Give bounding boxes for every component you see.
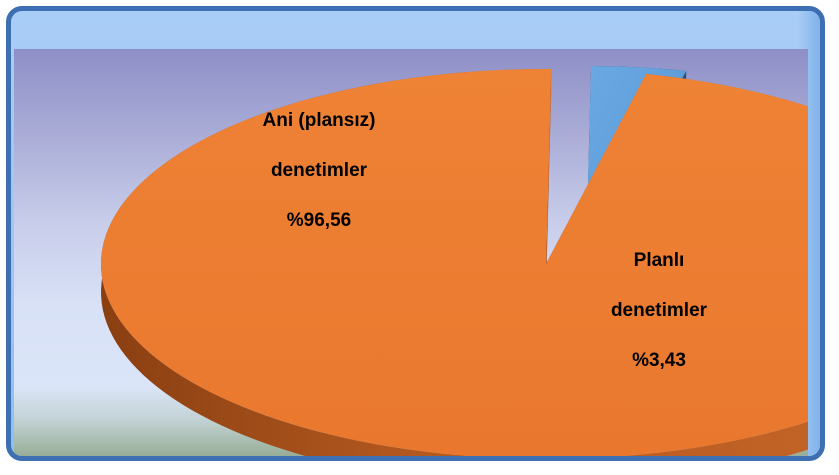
chart-frame: Ani (plansız) denetimler %96,56 Planlı d… xyxy=(6,6,825,461)
slice-label-planli-percent: %3,43 xyxy=(632,350,686,371)
slice-label-planli-line2: denetimler xyxy=(610,300,708,321)
slice-label-ani-line2: denetimler xyxy=(270,160,368,181)
slice-label-ani: Ani (plansız) denetimler %96,56 xyxy=(199,83,439,258)
slice-label-ani-percent: %96,56 xyxy=(286,210,352,231)
slice-label-ani-line1: Ani (plansız) xyxy=(262,110,376,131)
pie-chart xyxy=(101,66,808,456)
slice-ani-wall-1 xyxy=(546,69,552,292)
slice-ani xyxy=(101,69,808,456)
slice-ani-top xyxy=(101,69,808,456)
slice-label-planli: Planlı denetimler %3,43 xyxy=(559,223,759,398)
slice-label-planli-line1: Planlı xyxy=(633,250,685,271)
